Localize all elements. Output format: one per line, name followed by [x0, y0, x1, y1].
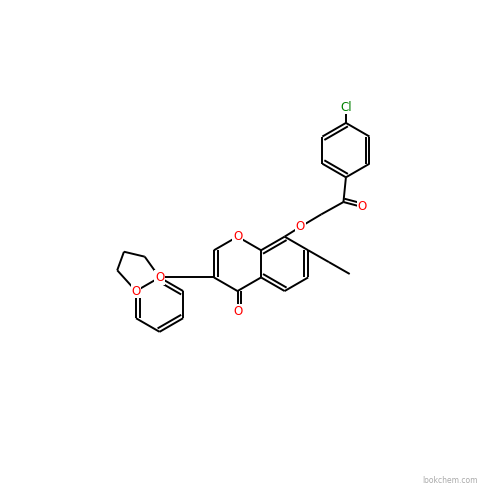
Text: Cl: Cl [340, 100, 351, 114]
Text: O: O [296, 220, 305, 234]
Text: O: O [233, 306, 242, 318]
Text: O: O [358, 200, 367, 213]
Text: O: O [132, 284, 140, 298]
Text: O: O [233, 230, 242, 243]
Text: O: O [155, 271, 164, 284]
Text: lookchem.com: lookchem.com [422, 476, 478, 485]
